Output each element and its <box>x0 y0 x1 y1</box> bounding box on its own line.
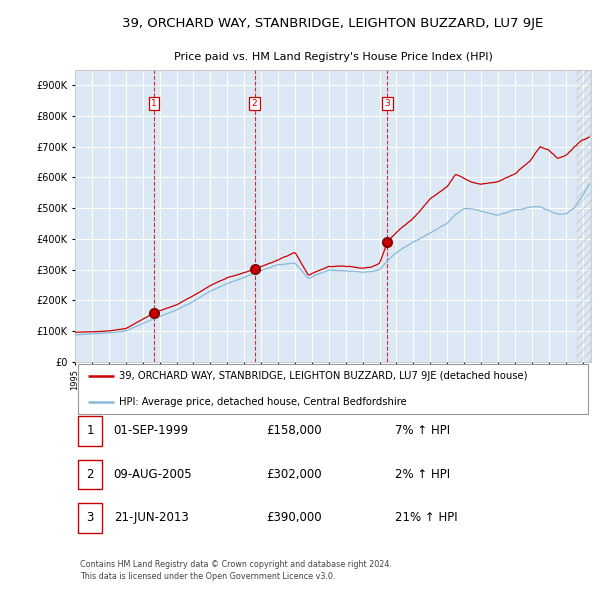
Text: 21-JUN-2013: 21-JUN-2013 <box>114 512 188 525</box>
Text: 2: 2 <box>86 468 94 481</box>
FancyBboxPatch shape <box>77 460 103 490</box>
Text: £158,000: £158,000 <box>266 424 322 437</box>
Text: 39, ORCHARD WAY, STANBRIDGE, LEIGHTON BUZZARD, LU7 9JE: 39, ORCHARD WAY, STANBRIDGE, LEIGHTON BU… <box>122 17 544 30</box>
Text: Contains HM Land Registry data © Crown copyright and database right 2024.
This d: Contains HM Land Registry data © Crown c… <box>80 560 392 581</box>
FancyBboxPatch shape <box>77 416 103 446</box>
Text: 7% ↑ HPI: 7% ↑ HPI <box>395 424 450 437</box>
Text: HPI: Average price, detached house, Central Bedfordshire: HPI: Average price, detached house, Cent… <box>119 396 407 407</box>
Text: 1: 1 <box>151 99 157 108</box>
Text: 3: 3 <box>385 99 391 108</box>
FancyBboxPatch shape <box>77 364 589 414</box>
Text: Price paid vs. HM Land Registry's House Price Index (HPI): Price paid vs. HM Land Registry's House … <box>173 53 493 63</box>
Text: 09-AUG-2005: 09-AUG-2005 <box>114 468 193 481</box>
Text: £302,000: £302,000 <box>266 468 322 481</box>
Text: 39, ORCHARD WAY, STANBRIDGE, LEIGHTON BUZZARD, LU7 9JE (detached house): 39, ORCHARD WAY, STANBRIDGE, LEIGHTON BU… <box>119 372 527 381</box>
Text: £390,000: £390,000 <box>266 512 322 525</box>
Text: 21% ↑ HPI: 21% ↑ HPI <box>395 512 458 525</box>
Text: 3: 3 <box>86 512 94 525</box>
Text: 1: 1 <box>86 424 94 437</box>
Text: 2% ↑ HPI: 2% ↑ HPI <box>395 468 450 481</box>
Text: 2: 2 <box>251 99 257 108</box>
FancyBboxPatch shape <box>77 503 103 533</box>
Text: 01-SEP-1999: 01-SEP-1999 <box>114 424 189 437</box>
